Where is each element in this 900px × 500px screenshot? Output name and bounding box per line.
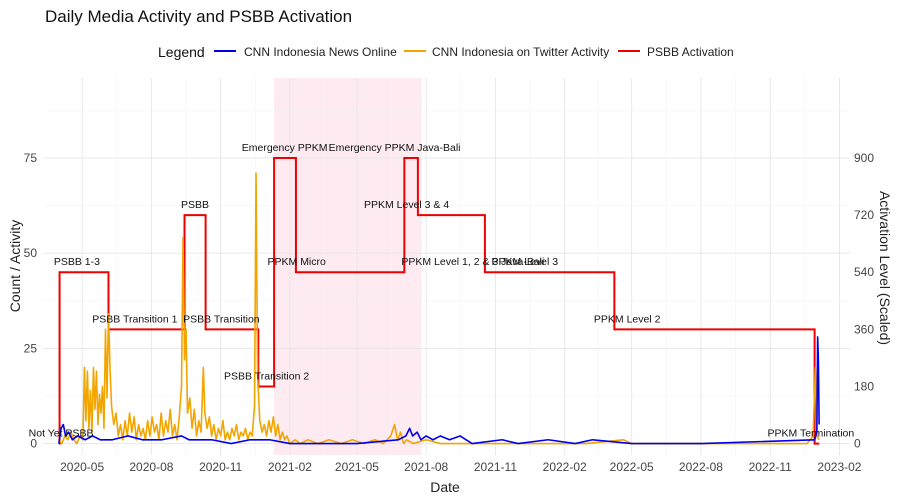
chart-title: Daily Media Activity and PSBB Activation xyxy=(45,7,352,26)
x-tick-label: 2021-02 xyxy=(268,460,312,474)
phase-annotation: PSBB Transition 2 xyxy=(224,370,309,382)
phase-annotation: PPKM Micro xyxy=(268,256,327,268)
phase-annotation: PPKM Level 1, 2 & 3 Java-Bali xyxy=(401,256,544,268)
y-tick-label: 0 xyxy=(30,437,37,451)
x-tick-label: 2023-02 xyxy=(817,460,861,474)
legend: Legend CNN Indonesia News Online CNN Ind… xyxy=(158,44,734,60)
x-tick-label: 2022-02 xyxy=(543,460,587,474)
series-line-news-online xyxy=(58,336,820,445)
series-line-psbb-activation xyxy=(58,156,820,445)
phase-annotation: PPKM Level 2 xyxy=(594,313,661,325)
shaded-emergency-region xyxy=(274,78,422,455)
phase-annotation: PSBB xyxy=(181,199,209,211)
y2-tick-label: 900 xyxy=(854,151,874,165)
axis-layer: 2020-05 2020-08 2020-11 2021-02 2021-05 2021-… xyxy=(24,151,875,474)
x-tick-label: 2021-08 xyxy=(404,460,448,474)
annotation-layer: Not Yet PSBB PSBB 1-3 PSBB Transition 1 PSB… xyxy=(29,142,855,440)
y2-tick-label: 540 xyxy=(854,265,874,279)
x-tick-label: 2022-05 xyxy=(610,460,654,474)
y-axis-title: Count / Activity xyxy=(7,220,23,313)
phase-annotation: PPKM Level 3 xyxy=(492,256,559,268)
y2-tick-label: 720 xyxy=(854,208,874,222)
series-layer xyxy=(58,156,820,445)
legend-label-twitter: CNN Indonesia on Twitter Activity xyxy=(432,45,609,59)
y2-tick-label: 360 xyxy=(854,322,874,336)
legend-label-news-online: CNN Indonesia News Online xyxy=(244,45,397,59)
y2-axis-title: Activation Level (Scaled) xyxy=(877,191,893,345)
y2-tick-label: 0 xyxy=(854,437,861,451)
x-tick-label: 2021-05 xyxy=(335,460,379,474)
legend-label-psbb: PSBB Activation xyxy=(647,45,734,59)
phase-annotation: Emergency PPKM Java-Bali xyxy=(329,142,461,154)
x-axis-title: Date xyxy=(430,479,460,495)
x-tick-label: 2022-11 xyxy=(749,460,792,474)
y-tick-label: 75 xyxy=(24,151,38,165)
legend-title: Legend xyxy=(158,44,205,60)
x-tick-label: 2022-08 xyxy=(679,460,723,474)
y2-tick-label: 180 xyxy=(854,379,874,393)
y-tick-label: 25 xyxy=(24,341,38,355)
phase-annotation: PSBB Transition 1 xyxy=(92,313,177,325)
x-tick-label: 2021-11 xyxy=(474,460,517,474)
phase-annotation: Emergency PPKM xyxy=(242,142,328,154)
x-tick-label: 2020-05 xyxy=(60,460,104,474)
x-tick-label: 2020-11 xyxy=(199,460,242,474)
phase-annotation: PSBB 1-3 xyxy=(54,256,100,268)
shaded-region-layer xyxy=(274,78,422,455)
phase-annotation: Not Yet PSBB xyxy=(29,428,94,440)
phase-annotation: PSBB Transition xyxy=(183,313,260,325)
x-tick-label: 2020-08 xyxy=(129,460,173,474)
y-tick-label: 50 xyxy=(24,246,38,260)
grid-layer xyxy=(43,78,850,455)
phase-annotation: PPKM Termination xyxy=(767,428,854,440)
phase-annotation: PPKM Level 3 & 4 xyxy=(364,199,449,211)
